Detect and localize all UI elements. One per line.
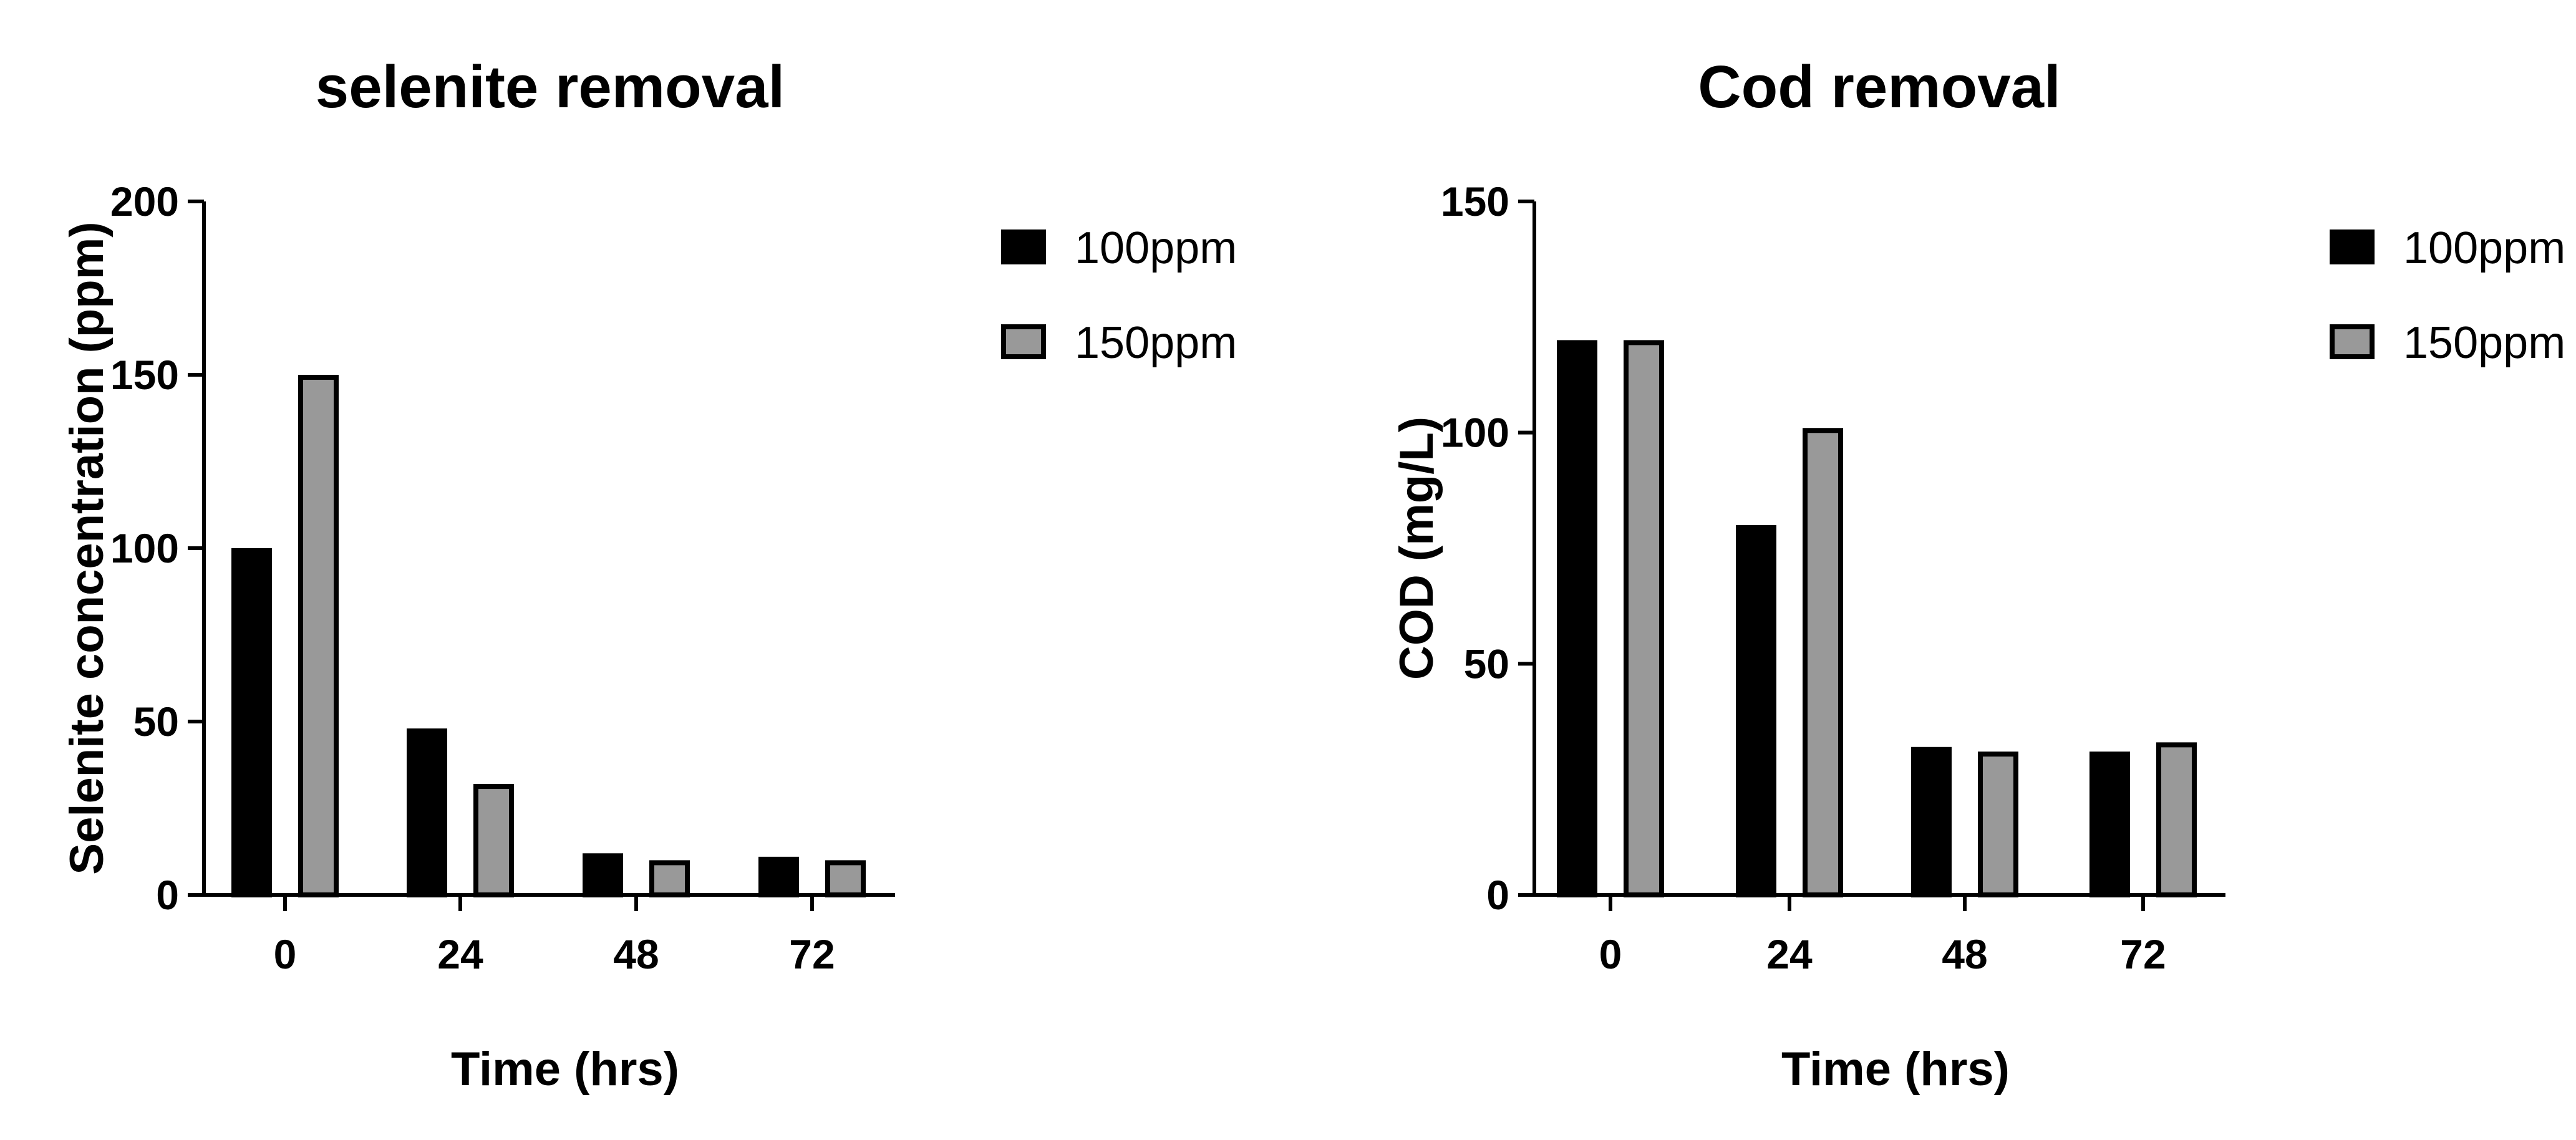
bar-100ppm-0 [231,548,272,897]
legend-swatch [1001,229,1046,264]
legend-swatch [2330,324,2375,359]
x-tick-label: 48 [613,931,659,977]
bar-150ppm-48 [649,860,690,898]
bar-100ppm-72 [2089,751,2130,897]
legend-label: 150ppm [2403,318,2565,368]
bar-100ppm-72 [758,856,799,897]
y-axis-label: Selenite concentration (ppm) [61,221,114,874]
y-tick-label: 150 [110,352,179,398]
y-tick-label: 50 [1464,640,1509,687]
x-axis-label: Time (hrs) [451,1043,679,1096]
y-tick-label: 0 [1486,872,1509,918]
x-tick-label: 72 [789,931,835,977]
y-tick-label: 100 [1441,410,1509,456]
x-axis-label: Time (hrs) [1781,1043,2010,1096]
x-tick-label: 24 [1766,931,1813,977]
chart-title: Cod removal [1698,54,2060,120]
chart-1: selenite removal 0 50 100 150 200 0 24 48 72 Time … [61,54,1237,1096]
bar-100ppm-0 [1557,340,1597,897]
x-tick-label: 0 [1599,931,1622,977]
bar-150ppm-24 [473,784,514,897]
bar-150ppm-48 [1978,751,2018,897]
bar-100ppm-48 [583,853,623,898]
y-tick-label: 200 [110,178,179,225]
y-tick-label: 150 [1441,178,1509,225]
legend-label: 100ppm [2403,223,2565,273]
bar-150ppm-72 [825,860,866,898]
legend-swatch [1001,324,1046,359]
bar-100ppm-24 [1736,524,1776,897]
x-tick-label: 0 [274,931,297,977]
x-tick-label: 72 [2120,931,2166,977]
bar-150ppm-0 [298,375,339,897]
bar-150ppm-72 [2156,742,2197,897]
legend-label: 150ppm [1075,318,1237,368]
bar-150ppm-24 [1803,428,1843,897]
legend-swatch [2330,229,2375,264]
chart-2: Cod removal 0 50 100 150 0 24 48 72 Time (hrs) COD… [1390,54,2565,1096]
x-tick-label: 48 [1942,931,1987,977]
bar-100ppm-24 [407,728,447,897]
x-tick-label: 24 [437,931,483,977]
legend-label: 100ppm [1075,223,1237,273]
y-tick-label: 0 [156,872,179,918]
y-tick-label: 100 [110,525,179,571]
y-tick-label: 50 [133,698,179,745]
bar-100ppm-48 [1911,746,1952,897]
bar-150ppm-0 [1624,340,1664,897]
chart-title: selenite removal [316,54,785,120]
y-axis-label: COD (mg/L) [1390,417,1443,680]
